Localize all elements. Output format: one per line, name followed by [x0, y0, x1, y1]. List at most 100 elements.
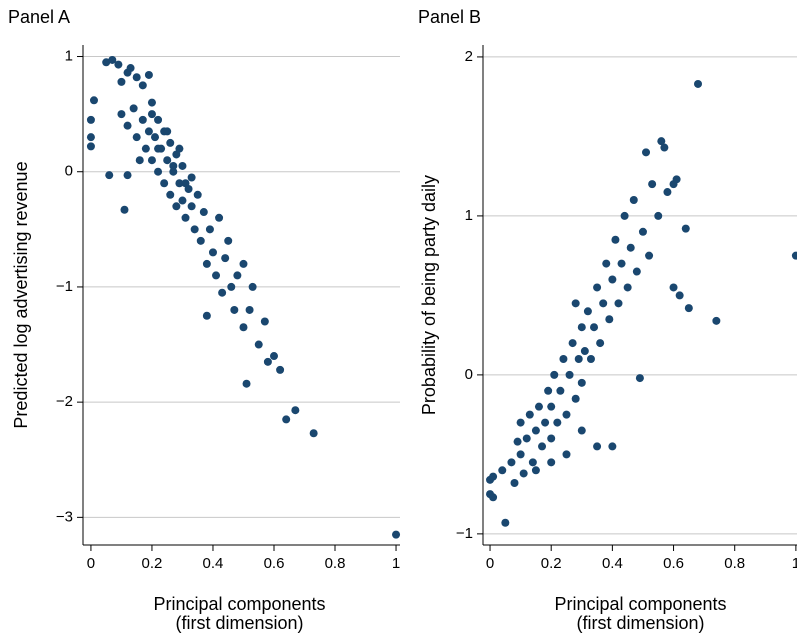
- point: [117, 110, 126, 119]
- point: [608, 275, 617, 284]
- panel-title: Panel B: [418, 7, 481, 27]
- point: [254, 340, 263, 349]
- y-axis-label: Probability of being party daily: [419, 175, 439, 415]
- point: [86, 115, 95, 124]
- y-tick-label: −1: [456, 525, 473, 542]
- point: [538, 442, 547, 451]
- point: [221, 254, 230, 263]
- point: [224, 236, 233, 245]
- point: [239, 323, 248, 332]
- x-tick-label: 0.4: [602, 555, 623, 572]
- point: [190, 225, 199, 234]
- x-tick-label: 1: [392, 555, 400, 572]
- point: [580, 347, 589, 356]
- point: [516, 418, 525, 427]
- point: [108, 55, 117, 64]
- point: [126, 64, 135, 73]
- point: [129, 104, 138, 113]
- point: [547, 458, 556, 467]
- point: [712, 316, 721, 325]
- point: [123, 121, 132, 130]
- y-tick-label: −2: [56, 393, 73, 410]
- point: [227, 282, 236, 291]
- point: [175, 144, 184, 153]
- x-tick-label: 0.6: [264, 555, 285, 572]
- x-tick-label: 0: [486, 555, 494, 572]
- x-tick-label: 0.4: [203, 555, 224, 572]
- point: [175, 179, 184, 188]
- point: [117, 77, 126, 86]
- point: [590, 323, 599, 332]
- point: [144, 70, 153, 79]
- point: [556, 386, 565, 395]
- point: [276, 365, 285, 374]
- point: [105, 171, 114, 180]
- point: [565, 370, 574, 379]
- point: [178, 196, 187, 205]
- point: [672, 175, 681, 184]
- x-axis-label: Principal components: [554, 594, 726, 614]
- point: [169, 161, 178, 170]
- point: [263, 357, 272, 366]
- panel-title: Panel A: [8, 7, 70, 27]
- y-tick-label: −3: [56, 508, 73, 525]
- point: [239, 259, 248, 268]
- point: [154, 167, 163, 176]
- point: [202, 311, 211, 320]
- point: [586, 354, 595, 363]
- point: [154, 115, 163, 124]
- point: [605, 315, 614, 324]
- point: [547, 402, 556, 411]
- point: [166, 138, 175, 147]
- point: [531, 426, 540, 435]
- point: [534, 402, 543, 411]
- point: [151, 133, 160, 142]
- point: [663, 188, 672, 197]
- point: [550, 370, 559, 379]
- point: [519, 469, 528, 478]
- point: [498, 466, 507, 475]
- point: [635, 374, 644, 383]
- point: [208, 248, 217, 257]
- point: [577, 323, 586, 332]
- point: [163, 156, 172, 165]
- point: [525, 410, 534, 419]
- y-tick-label: 1: [65, 47, 73, 64]
- point: [202, 259, 211, 268]
- y-tick-label: 1: [465, 207, 473, 224]
- point: [531, 466, 540, 475]
- point: [166, 190, 175, 199]
- point: [596, 339, 605, 348]
- point: [611, 235, 620, 244]
- point: [245, 305, 254, 314]
- point: [541, 418, 550, 427]
- point: [571, 394, 580, 403]
- point: [123, 171, 132, 180]
- point: [230, 305, 239, 314]
- point: [791, 251, 797, 260]
- point: [147, 98, 156, 107]
- x-tick-label: 0.8: [325, 555, 346, 572]
- point: [544, 386, 553, 395]
- x-axis-note: (first dimension): [576, 613, 704, 633]
- point: [187, 202, 196, 211]
- point: [568, 339, 577, 348]
- point: [528, 458, 537, 467]
- point: [645, 251, 654, 260]
- point: [193, 190, 202, 199]
- point: [205, 225, 214, 234]
- point: [120, 205, 129, 214]
- point: [147, 110, 156, 119]
- point: [669, 283, 678, 292]
- point: [593, 442, 602, 451]
- point: [681, 224, 690, 233]
- point: [489, 472, 498, 481]
- y-tick-label: −1: [56, 278, 73, 295]
- point: [212, 271, 221, 280]
- point: [282, 415, 291, 424]
- point: [114, 60, 123, 69]
- point: [510, 478, 519, 487]
- x-tick-label: 0.2: [541, 555, 562, 572]
